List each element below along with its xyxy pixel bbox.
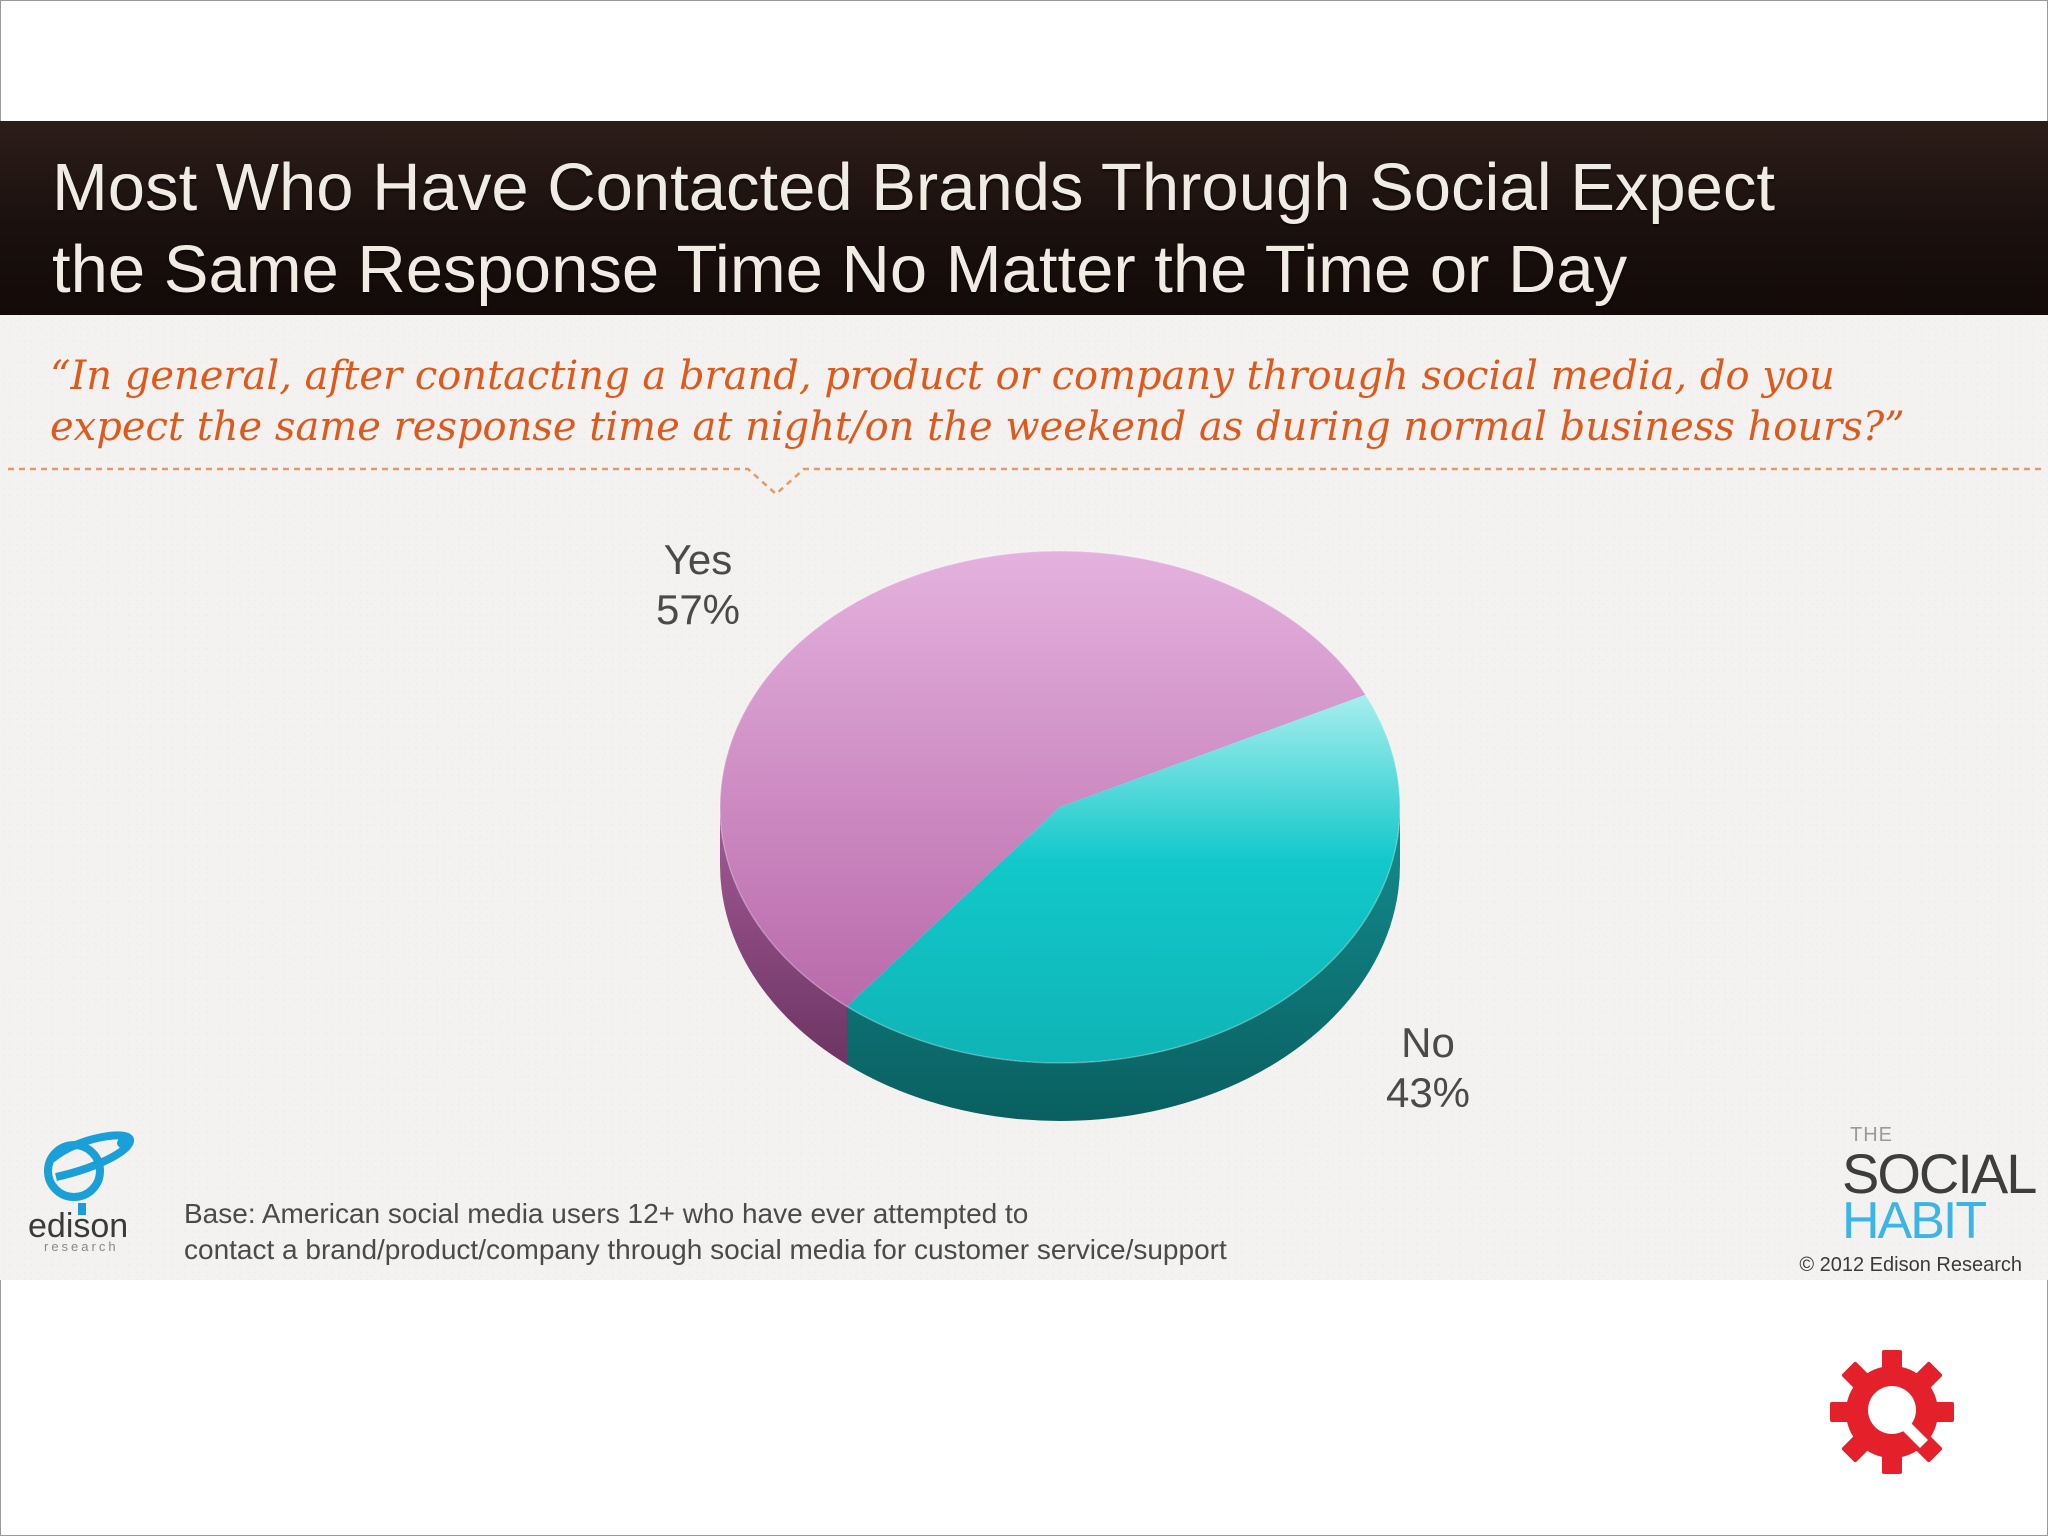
pie-chart [719,550,1401,1121]
pie-slice-no [846,694,1400,1063]
pie-rim [719,550,1401,1064]
slide: Most Who Have Contacted Brands Through S… [0,121,2048,1280]
pie-label-yes-value: 57% [655,586,741,633]
survey-question-line-1: “In general, after contacting a brand, p… [50,353,1835,399]
gear-icon [1830,1350,1954,1474]
slide-header: Most Who Have Contacted Brands Through S… [0,121,2048,315]
pie-slice-yes [720,551,1366,1007]
pie-label-no-value: 43% [1385,1069,1471,1116]
pie-label-no-name: No [1401,1019,1455,1066]
base-note: Base: American social media users 12+ wh… [184,1196,1227,1268]
social-habit-logo-social: SOCIAL [1842,1142,2037,1205]
pie-side-yes [720,807,847,1065]
edison-logo-icon [44,1131,134,1215]
pie-label-yes-name: Yes [663,536,733,583]
survey-question-line-2: expect the same response time at night/o… [50,404,1905,450]
base-note-line-2: contact a brand/product/company through … [184,1234,1227,1265]
social-habit-logo-habit: HABIT [1842,1192,1987,1250]
pie-label-yes: Yes 57% [648,535,748,635]
edison-logo-subtext: research [44,1239,119,1254]
base-note-line-1: Base: American social media users 12+ wh… [184,1198,1029,1229]
copyright: © 2012 Edison Research [1799,1254,2022,1276]
edison-logo-text: edison [28,1207,129,1245]
pie-side-no [846,807,1400,1121]
pie-label-no: No 43% [1378,1018,1478,1118]
slide-title-line-2: the Same Response Time No Matter the Tim… [52,232,1628,307]
slide-title-line-1: Most Who Have Contacted Brands Through S… [52,150,1776,225]
social-habit-logo-the: THE [1850,1124,1893,1146]
